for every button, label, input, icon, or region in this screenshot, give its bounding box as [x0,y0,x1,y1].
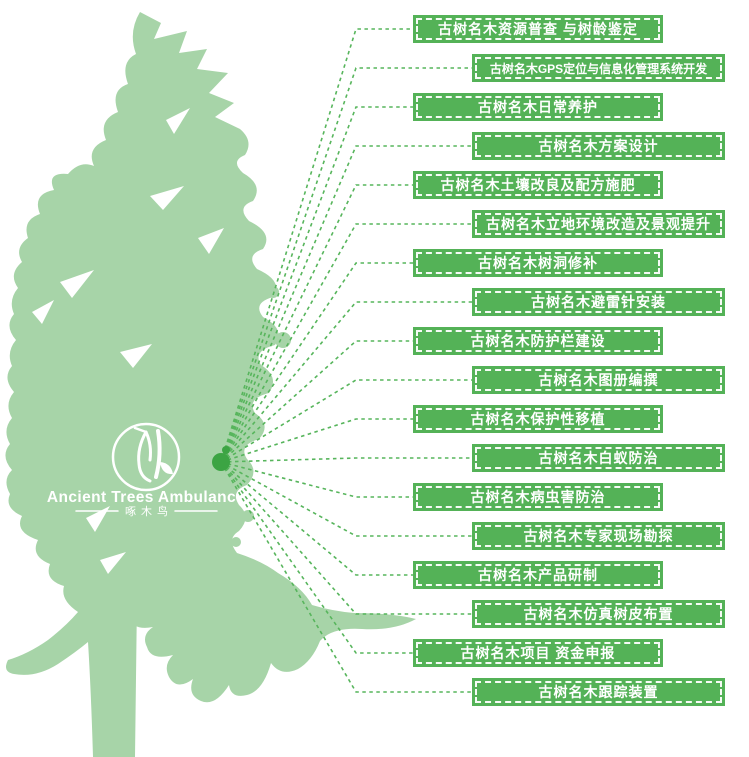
service-banner-label: 古树名木保护性移植 [470,411,606,427]
service-banner: 古树名木产品研制 [413,561,663,589]
service-banner: 古树名木项目 资金申报 [413,639,663,667]
service-banner: 古树名木立地环境改造及景观提升 [472,210,725,238]
service-banner-label: 古树名木白蚁防治 [538,450,659,466]
connector-line [220,223,472,463]
service-banner-label: 古树名木病虫害防治 [470,489,606,505]
service-banner-label: 古树名木日常养护 [478,99,598,115]
service-banner: 古树名木方案设计 [472,132,725,160]
connector-line [220,461,413,654]
logo-title: Ancient Trees Ambulance [47,489,245,506]
service-banner-label: 古树名木GPS定位与信息化管理系统开发 [489,61,708,76]
branch-gap [166,108,190,134]
logo: Ancient Trees Ambulance 啄木鸟 [47,422,245,518]
service-banner: 古树名木防护栏建设 [413,327,663,355]
service-banner: 古树名木资源普查 与树龄鉴定 [413,15,663,43]
connector-line [220,461,472,693]
connector-line [220,340,413,463]
service-banner: 古树名木病虫害防治 [413,483,663,511]
connector-line [220,461,413,576]
leaf-cluster [275,332,291,348]
connector-line [220,28,413,463]
service-banner: 古树名木日常养护 [413,93,663,121]
service-banner: 古树名木专家现场勘探 [472,522,725,550]
connector-line [220,457,472,463]
service-banner-label: 古树名木立地环境改造及景观提升 [486,216,711,232]
connector-line [220,461,413,498]
connector-line [220,262,413,463]
service-banner-label: 古树名木项目 资金申报 [460,645,616,661]
service-banner-label: 古树名木树洞修补 [478,255,598,271]
service-banner: 古树名木白蚁防治 [472,444,725,472]
leaf-cluster [242,510,254,522]
service-banner: 古树名木GPS定位与信息化管理系统开发 [472,54,725,82]
branch-gap [86,506,110,532]
hub-dot-small [222,446,230,454]
service-banner-label: 古树名木防护栏建设 [470,333,606,349]
logo-subtitle: 啄木鸟 [125,504,173,518]
connector-line [220,461,472,537]
service-banner: 古树名木避雷针安装 [472,288,725,316]
service-banner-label: 古树名木图册编撰 [538,372,659,388]
branch-gap [32,300,54,324]
leaf-shape [160,462,173,475]
branch-gap [198,228,224,254]
branch-gap [100,552,126,574]
connector-line [220,461,472,615]
branch-gap [120,344,152,368]
leaf-cluster [267,286,279,298]
service-banner-label: 古树名木方案设计 [538,138,659,154]
service-banner: 古树名木图册编撰 [472,366,725,394]
service-banner-label: 古树名木仿真树皮布置 [523,606,674,622]
service-banner: 古树名木跟踪装置 [472,678,725,706]
woodpecker-icon [133,426,173,483]
service-banner-label: 古树名木专家现场勘探 [523,528,674,544]
branch-gap [150,186,184,210]
service-banner: 古树名木保护性移植 [413,405,663,433]
connector-line [220,418,413,463]
service-banner: 古树名木土壤改良及配方施肥 [413,171,663,199]
branch-gap [60,270,94,298]
hub-dot [212,453,230,471]
ancient-tree-silhouette [5,12,416,757]
service-banner-label: 古树名木避雷针安装 [531,294,666,310]
tree-canopy [5,12,416,757]
service-banner: 古树名木树洞修补 [413,249,663,277]
connector-line [220,184,413,463]
service-banner-label: 古树名木产品研制 [478,567,598,583]
service-banner: 古树名木仿真树皮布置 [472,600,725,628]
service-banner-label: 古树名木跟踪装置 [538,684,659,700]
connector-line [220,145,472,463]
connector-line [220,106,413,463]
connector-line [220,67,472,463]
leaf-cluster [231,537,241,547]
logo-circle [111,422,181,492]
service-banner-label: 古树名木资源普查 与树龄鉴定 [438,21,638,37]
connector-lines [220,28,472,693]
service-banner-label: 古树名木土壤改良及配方施肥 [440,177,636,193]
